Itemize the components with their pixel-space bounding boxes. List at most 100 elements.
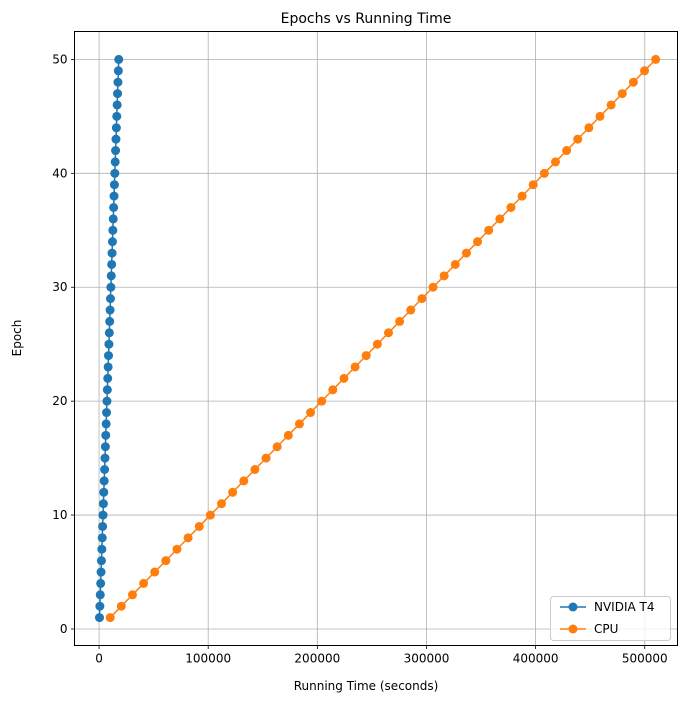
data-point-nvidia-t4 [109, 191, 119, 201]
data-point-cpu [116, 601, 126, 611]
data-point-cpu [395, 316, 405, 326]
data-point-cpu [339, 373, 349, 383]
data-point-cpu [261, 453, 271, 463]
data-point-cpu [617, 89, 627, 99]
data-point-nvidia-t4 [101, 419, 111, 429]
data-point-nvidia-t4 [111, 146, 121, 156]
plot-series [94, 54, 661, 623]
data-point-cpu [439, 271, 449, 281]
data-point-cpu [595, 111, 605, 121]
data-point-nvidia-t4 [110, 157, 120, 167]
y-tick-label: 50 [52, 52, 67, 66]
data-point-cpu [550, 157, 560, 167]
data-point-nvidia-t4 [106, 282, 116, 292]
data-point-cpu [606, 100, 616, 110]
data-point-nvidia-t4 [104, 328, 114, 338]
data-point-nvidia-t4 [95, 590, 105, 600]
y-tick-label: 30 [52, 280, 67, 294]
data-point-cpu [250, 465, 260, 475]
data-point-nvidia-t4 [108, 214, 118, 224]
data-point-cpu [528, 180, 538, 190]
y-tick-label: 20 [52, 394, 67, 408]
legend-label-cpu: CPU [594, 622, 618, 636]
y-tick-label: 40 [52, 166, 67, 180]
y-tick-label: 0 [60, 622, 68, 636]
x-tick-label: 400000 [513, 652, 559, 666]
data-point-nvidia-t4 [96, 567, 106, 577]
data-point-cpu [272, 442, 282, 452]
data-point-nvidia-t4 [111, 134, 121, 144]
data-point-nvidia-t4 [114, 54, 124, 64]
data-point-cpu [150, 567, 160, 577]
data-point-cpu [428, 282, 438, 292]
y-tick-label: 10 [52, 508, 67, 522]
x-tick-label: 100000 [185, 652, 231, 666]
data-point-nvidia-t4 [98, 499, 108, 509]
data-point-nvidia-t4 [105, 294, 115, 304]
data-point-nvidia-t4 [112, 111, 122, 121]
data-point-nvidia-t4 [111, 123, 121, 133]
data-point-nvidia-t4 [104, 351, 114, 361]
data-point-cpu [484, 225, 494, 235]
data-point-nvidia-t4 [98, 521, 108, 531]
plot-frame [74, 31, 678, 646]
data-point-cpu [651, 54, 661, 64]
data-point-cpu [105, 613, 115, 623]
data-point-cpu [317, 396, 327, 406]
data-point-nvidia-t4 [97, 544, 107, 554]
data-point-nvidia-t4 [107, 237, 117, 247]
legend: NVIDIA T4 CPU [550, 596, 671, 641]
data-point-nvidia-t4 [102, 408, 112, 418]
data-point-nvidia-t4 [102, 396, 112, 406]
data-point-nvidia-t4 [110, 168, 120, 178]
data-point-nvidia-t4 [113, 77, 123, 87]
data-point-nvidia-t4 [107, 259, 117, 269]
data-point-nvidia-t4 [113, 66, 123, 76]
y-axis-label: Epoch [10, 320, 24, 357]
data-point-cpu [517, 191, 527, 201]
data-point-cpu [194, 521, 204, 531]
data-point-cpu [372, 339, 382, 349]
grid [74, 31, 678, 646]
data-point-nvidia-t4 [96, 556, 106, 566]
data-point-nvidia-t4 [99, 487, 109, 497]
legend-label-nvidia-t4: NVIDIA T4 [594, 600, 655, 614]
data-point-nvidia-t4 [103, 373, 113, 383]
data-point-cpu [306, 408, 316, 418]
data-point-nvidia-t4 [97, 533, 107, 543]
data-point-cpu [495, 214, 505, 224]
data-point-cpu [350, 362, 360, 372]
data-point-cpu [450, 259, 460, 269]
data-point-nvidia-t4 [104, 339, 114, 349]
chart-title: Epochs vs Running Time [281, 11, 452, 27]
data-point-nvidia-t4 [96, 578, 106, 588]
data-point-cpu [383, 328, 393, 338]
data-point-cpu [205, 510, 215, 520]
data-point-nvidia-t4 [101, 430, 111, 440]
data-point-cpu [562, 146, 572, 156]
legend-marker-nvidia-t4 [568, 602, 578, 612]
data-point-cpu [239, 476, 249, 486]
data-point-cpu [628, 77, 638, 87]
data-point-cpu [506, 202, 516, 212]
data-point-cpu [183, 533, 193, 543]
data-point-nvidia-t4 [109, 180, 119, 190]
data-point-nvidia-t4 [98, 510, 108, 520]
data-point-cpu [217, 499, 227, 509]
data-point-cpu [328, 385, 338, 395]
data-point-nvidia-t4 [100, 465, 110, 475]
x-tick-label: 200000 [294, 652, 340, 666]
data-point-cpu [139, 578, 149, 588]
data-point-nvidia-t4 [99, 476, 109, 486]
data-point-cpu [573, 134, 583, 144]
data-point-cpu [172, 544, 182, 554]
data-point-nvidia-t4 [100, 453, 110, 463]
data-point-nvidia-t4 [109, 202, 119, 212]
data-point-cpu [640, 66, 650, 76]
data-point-cpu [161, 556, 171, 566]
legend-marker-cpu [568, 624, 578, 634]
data-point-nvidia-t4 [113, 89, 123, 99]
data-point-cpu [584, 123, 594, 133]
data-point-nvidia-t4 [105, 305, 115, 315]
